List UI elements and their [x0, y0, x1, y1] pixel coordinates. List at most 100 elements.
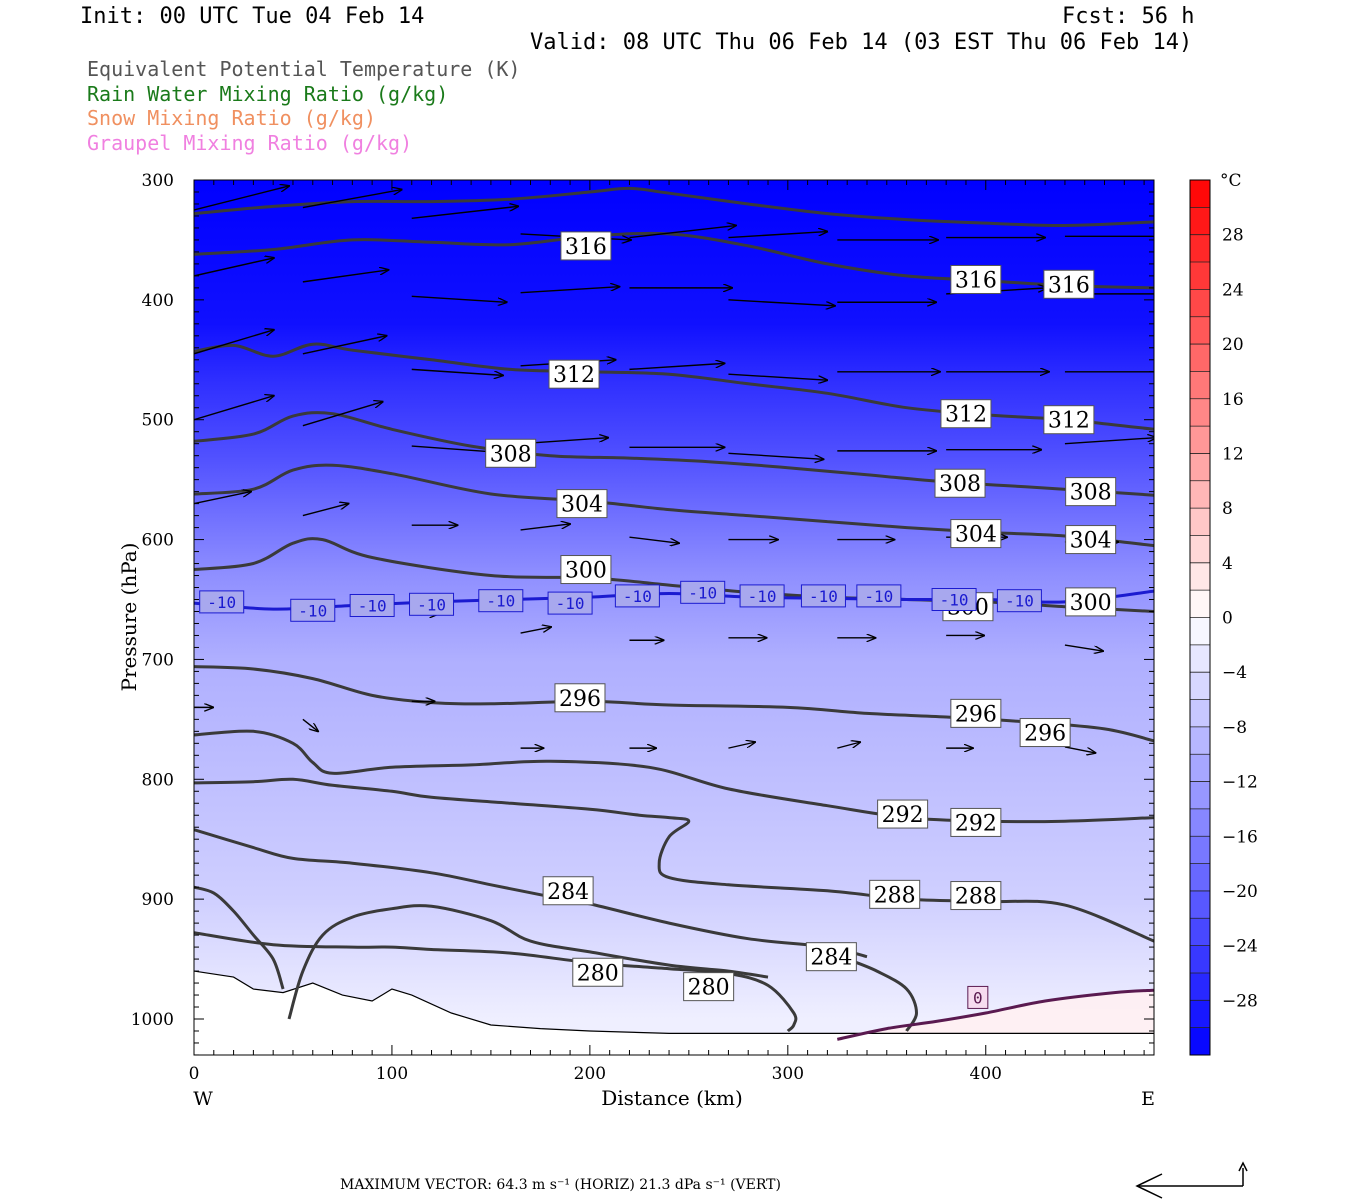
theta-e-label-box: [950, 264, 1002, 294]
isotherm-label-box: [349, 593, 395, 617]
colorbar-swatch: [1190, 562, 1210, 591]
isotherm-label-box: [680, 580, 726, 604]
y-axis-label: Pressure (hPa): [117, 543, 141, 692]
wind-vector: [728, 299, 834, 306]
ref-horizontal-arrowhead: [1135, 1173, 1163, 1199]
theta-e-label-box: [560, 555, 612, 585]
isotherm-label: -10: [809, 587, 838, 606]
wind-vector: [302, 190, 402, 209]
colorbar-frame: [1189, 179, 1211, 1056]
theta-e-label: 296: [1024, 722, 1066, 747]
colorbar-tick-label: 24: [1222, 280, 1244, 300]
theta-e-label-box: [548, 359, 600, 389]
x-tick-label: 0: [189, 1064, 200, 1084]
wind-vector: [411, 206, 518, 220]
isotherm-zero-label-box: [967, 985, 989, 1009]
x-end-label-left: W: [193, 1088, 213, 1110]
terrain-fill: [194, 971, 1154, 1055]
isotherm-label: -10: [623, 587, 652, 606]
theta-e-label: 308: [1070, 481, 1112, 506]
theta-e-label-box: [542, 876, 594, 906]
colorbar-swatch: [1190, 754, 1210, 782]
wind-vector: [728, 452, 823, 459]
colorbar-swatch: [1190, 890, 1210, 919]
theta-e-contour-280: [194, 885, 285, 990]
colorbar-tick-label: 0: [1222, 609, 1233, 629]
colorbar-swatch: [1190, 726, 1210, 755]
colorbar-tick-label: −16: [1222, 827, 1258, 847]
theta-e-label: 304: [955, 523, 997, 548]
wind-vector: [194, 492, 251, 505]
wind-vector: [520, 627, 551, 634]
colorbar-swatch: [1190, 945, 1210, 973]
theta-e-label-box: [940, 399, 992, 429]
isotherm-label-box: [800, 584, 846, 608]
theta-e-label: 308: [939, 472, 981, 497]
init-time: Init: 00 UTC Tue 04 Feb 14: [80, 4, 425, 29]
theta-e-label-box: [1065, 525, 1117, 555]
isotherm-zero-label: 0: [973, 988, 983, 1007]
colorbar-swatch: [1190, 672, 1210, 700]
theta-e-label: 300: [565, 559, 607, 584]
theta-e-label: 312: [553, 363, 595, 388]
colorbar-tick-label: 12: [1222, 444, 1244, 464]
theta-e-label: 284: [810, 946, 852, 971]
y-tick-label: 900: [142, 890, 174, 910]
colorbar-swatch: [1190, 863, 1210, 891]
colorbar-swatch: [1190, 262, 1210, 290]
wind-vector: [411, 368, 503, 375]
max-vector-text: MAXIMUM VECTOR: 64.3 m s⁻¹ (HORIZ) 21.3 …: [340, 1177, 781, 1193]
wind-vector: [411, 445, 496, 452]
theta-e-label: 316: [955, 268, 997, 293]
colorbar-swatch: [1190, 207, 1210, 235]
colorbar-swatch: [1190, 1000, 1210, 1028]
theta-e-label: 304: [1070, 529, 1112, 554]
wind-vector: [302, 504, 349, 517]
theta-e-label: 316: [1048, 273, 1090, 298]
theta-e-label-box: [950, 698, 1002, 728]
colorbar-swatch: [1190, 426, 1210, 454]
colorbar-unit: °C: [1220, 171, 1242, 191]
theta-e-label: 288: [955, 885, 997, 910]
theta-e-contour-280: [846, 957, 919, 1032]
theta-e-label-box: [934, 468, 986, 498]
isotherm-label-box: [856, 584, 902, 608]
isotherm-label-box: [614, 584, 660, 608]
colorbar-swatch: [1190, 699, 1210, 727]
isotherm-label-box: [290, 598, 336, 622]
legend-snow: Snow Mixing Ratio (g/kg): [87, 106, 376, 130]
theta-e-label-box: [1043, 405, 1095, 435]
colorbar-tick-label: −28: [1222, 991, 1258, 1011]
colorbar-swatch: [1190, 398, 1210, 427]
colorbar-swatch: [1190, 234, 1210, 263]
theta-e-label-box: [556, 489, 608, 519]
colorbar-swatch: [1190, 371, 1210, 399]
colorbar-tick-label: 28: [1222, 226, 1244, 246]
isotherm-label: -10: [417, 595, 446, 614]
theta-e-label: 296: [559, 687, 601, 712]
isotherm-label: -10: [940, 591, 969, 610]
theta-e-contour-284: [194, 828, 868, 959]
theta-e-label-box: [554, 683, 606, 713]
legend-rain: Rain Water Mixing Ratio (g/kg): [87, 82, 449, 106]
theta-e-label: 300: [1070, 591, 1112, 616]
isotherm-label: -10: [207, 593, 236, 612]
wind-vector: [302, 402, 383, 427]
isotherm-label: -10: [358, 596, 387, 615]
y-tick-label: 600: [142, 531, 174, 551]
colorbar-tick-label: −12: [1222, 773, 1258, 793]
colorbar-swatch: [1190, 535, 1210, 563]
isotherm-label-box: [199, 590, 245, 614]
theta-e-label-box: [485, 438, 537, 468]
colorbar-swatch: [1190, 617, 1210, 645]
wind-vector: [302, 718, 318, 731]
y-tick-label: 300: [142, 171, 174, 191]
colorbar-swatch: [1190, 972, 1210, 1001]
theta-e-label-box: [683, 972, 735, 1002]
isotherm-label: -10: [748, 587, 777, 606]
theta-e-label-box: [1065, 477, 1117, 507]
colorbar-swatch: [1190, 508, 1210, 536]
theta-e-label-box: [950, 519, 1002, 549]
wind-vector: [302, 270, 389, 283]
